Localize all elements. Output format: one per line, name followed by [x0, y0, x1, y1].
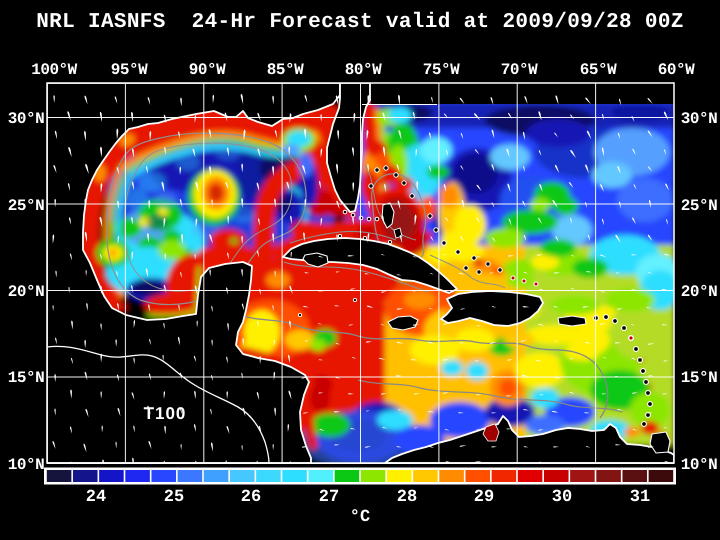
svg-text:30: 30	[552, 488, 572, 507]
svg-text:T100: T100	[144, 404, 187, 423]
svg-text:80°W: 80°W	[345, 61, 382, 79]
svg-text:25°N: 25°N	[681, 197, 717, 215]
svg-text:31: 31	[630, 488, 650, 507]
svg-text:10°N: 10°N	[681, 456, 717, 474]
svg-text:70°W: 70°W	[501, 61, 538, 79]
svg-text:15°N: 15°N	[681, 369, 717, 387]
svg-text:60°W: 60°W	[658, 61, 695, 79]
svg-text:65°W: 65°W	[580, 61, 617, 79]
svg-text:95°W: 95°W	[111, 61, 148, 79]
svg-text:27: 27	[319, 488, 339, 507]
svg-text:25°N: 25°N	[8, 197, 44, 215]
svg-text:20°N: 20°N	[681, 283, 717, 301]
svg-text:28: 28	[397, 488, 417, 507]
svg-text:24: 24	[86, 488, 106, 507]
svg-text:15°N: 15°N	[8, 369, 44, 387]
svg-text:25: 25	[164, 488, 184, 507]
svg-text:°C: °C	[350, 508, 370, 527]
svg-text:75°W: 75°W	[423, 61, 460, 79]
svg-text:85°W: 85°W	[267, 61, 304, 79]
svg-text:30°N: 30°N	[8, 110, 44, 128]
svg-text:26: 26	[241, 488, 261, 507]
svg-text:100°W: 100°W	[31, 61, 77, 79]
svg-text:30°N: 30°N	[681, 110, 717, 128]
svg-text:10°N: 10°N	[8, 456, 44, 474]
svg-text:29: 29	[474, 488, 494, 507]
svg-text:90°W: 90°W	[189, 61, 226, 79]
svg-text:NRL IASNFS 24-Hr Forecast val: NRL IASNFS 24-Hr Forecast valid at 2009/…	[36, 11, 684, 34]
svg-text:20°N: 20°N	[8, 283, 44, 301]
